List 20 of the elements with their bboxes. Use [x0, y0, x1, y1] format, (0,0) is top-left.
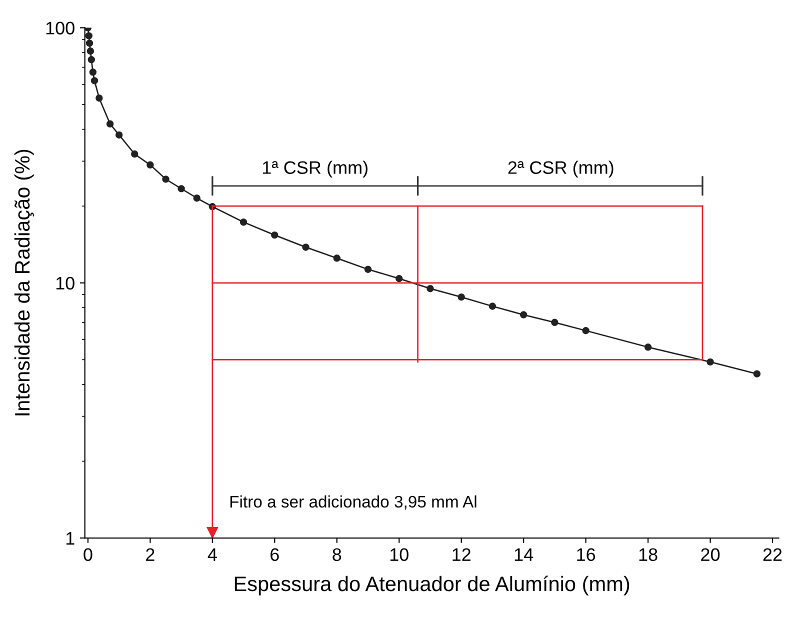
- x-tick-label: 14: [514, 548, 534, 561]
- annotation: 2ª CSR (mm): [508, 160, 614, 178]
- x-axis-title: Espessura do Atenuador de Alumínio (mm): [234, 576, 630, 596]
- y-axis-title: Intensidade da Radiação (%): [14, 150, 34, 416]
- annotation: 1ª CSR (mm): [262, 160, 368, 178]
- y-tick-label: 10: [56, 276, 74, 290]
- x-tick-label: 22: [763, 548, 782, 561]
- x-tick-label: 4: [208, 548, 217, 561]
- x-tick-label: 6: [270, 548, 279, 562]
- annotation: Fitro a ser adicionado 3,95 mm Al: [230, 495, 476, 510]
- x-tick-label: 20: [701, 548, 720, 562]
- y-tick-label: 1: [66, 532, 74, 545]
- x-tick-label: 16: [577, 548, 596, 562]
- x-tick-label: 12: [452, 548, 470, 561]
- x-tick-label: 18: [639, 548, 658, 562]
- x-tick-label: 0: [84, 548, 92, 562]
- y-tick-label: 100: [46, 22, 74, 34]
- x-tick-label: 8: [332, 548, 342, 562]
- x-tick-label: 10: [390, 548, 408, 562]
- x-tick-label: 2: [146, 548, 154, 561]
